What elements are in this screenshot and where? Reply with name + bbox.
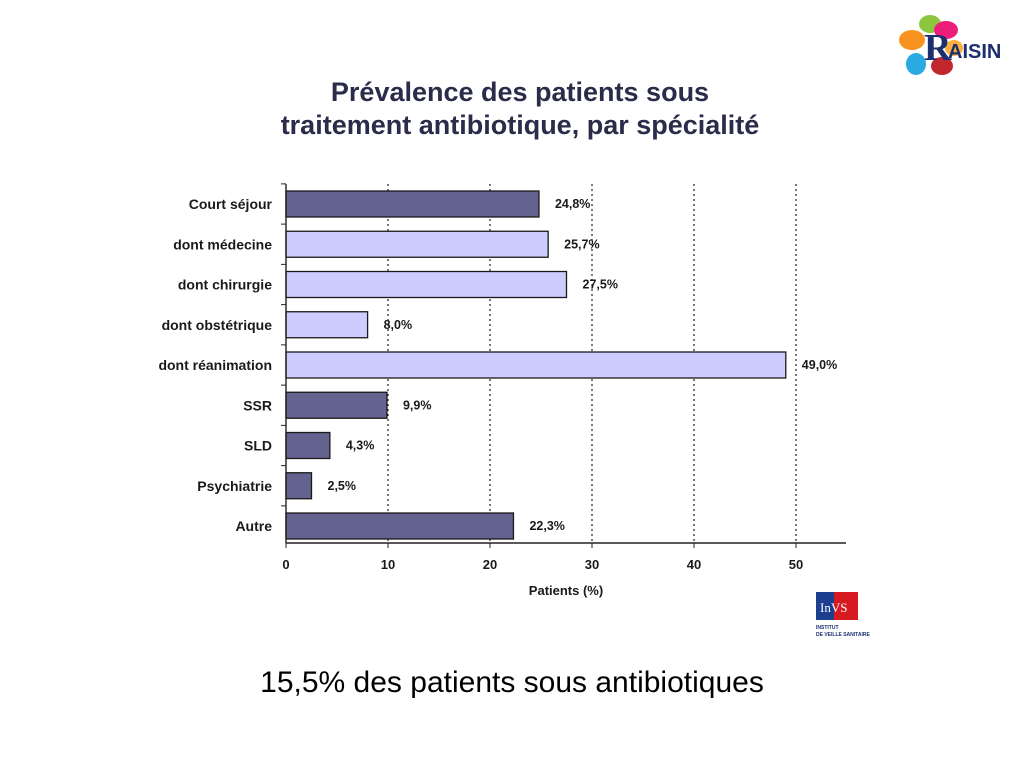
bar-6	[285, 431, 331, 460]
category-label: Psychiatrie	[197, 478, 272, 494]
bar-0	[285, 190, 540, 218]
labels: Court séjour 24,8% dont médecine 25,7% dont …	[158, 196, 837, 572]
invs-subtitle-2: DE VEILLE SANITAIRE	[816, 632, 870, 638]
bars	[285, 190, 787, 540]
value-label: 4,3%	[346, 439, 375, 453]
x-tick-label: 0	[282, 557, 289, 572]
x-tick-label: 30	[585, 557, 599, 572]
bar-7	[285, 472, 313, 500]
x-tick-label: 50	[789, 557, 803, 572]
raisin-logo-text: AISIN	[948, 41, 1001, 63]
summary-caption: 15,5% des patients sous antibiotiques	[260, 666, 764, 699]
value-label: 2,5%	[328, 479, 357, 493]
bar-5	[285, 391, 388, 419]
value-label: 49,0%	[802, 358, 837, 372]
category-label: dont réanimation	[158, 357, 272, 373]
category-label: SLD	[244, 438, 272, 454]
bar-1	[285, 230, 549, 258]
category-label: Autre	[235, 518, 272, 534]
x-tick-label: 40	[687, 557, 701, 572]
raisin-logo-r: R	[924, 27, 952, 69]
raisin-logo: R AISIN	[899, 15, 1001, 75]
x-tick-label: 10	[381, 557, 395, 572]
x-tick-label: 20	[483, 557, 497, 572]
invs-subtitle-1: INSTITUT	[816, 625, 839, 631]
value-label: 27,5%	[583, 278, 618, 292]
value-label: 8,0%	[384, 318, 413, 332]
bar-8	[285, 512, 515, 540]
chart-title: Prévalence des patients sous traitement …	[200, 76, 840, 142]
value-label: 9,9%	[403, 398, 432, 412]
category-label: Court séjour	[189, 196, 273, 212]
bar-4	[285, 351, 787, 379]
value-label: 24,8%	[555, 197, 590, 211]
category-label: dont obstétrique	[162, 317, 273, 333]
raisin-flower-icon	[899, 15, 963, 75]
category-label: SSR	[243, 397, 272, 413]
x-axis-title: Patients (%)	[529, 583, 603, 598]
value-label: 25,7%	[564, 237, 599, 251]
axes	[281, 183, 846, 548]
value-label: 22,3%	[529, 519, 564, 533]
invs-red-block	[834, 592, 858, 620]
category-label: dont médecine	[173, 236, 272, 252]
chart-title-line-1: Prévalence des patients sous	[330, 77, 710, 107]
chart-title-line-2: traitement antibiotique, par spécialité	[280, 110, 760, 140]
invs-logo-text: InVS	[820, 600, 847, 615]
invs-logo: InVS INSTITUT DE VEILLE SANITAIRE	[816, 592, 870, 638]
bar-3	[285, 311, 369, 339]
category-label: dont chirurgie	[178, 277, 272, 293]
bar-2	[285, 270, 568, 299]
